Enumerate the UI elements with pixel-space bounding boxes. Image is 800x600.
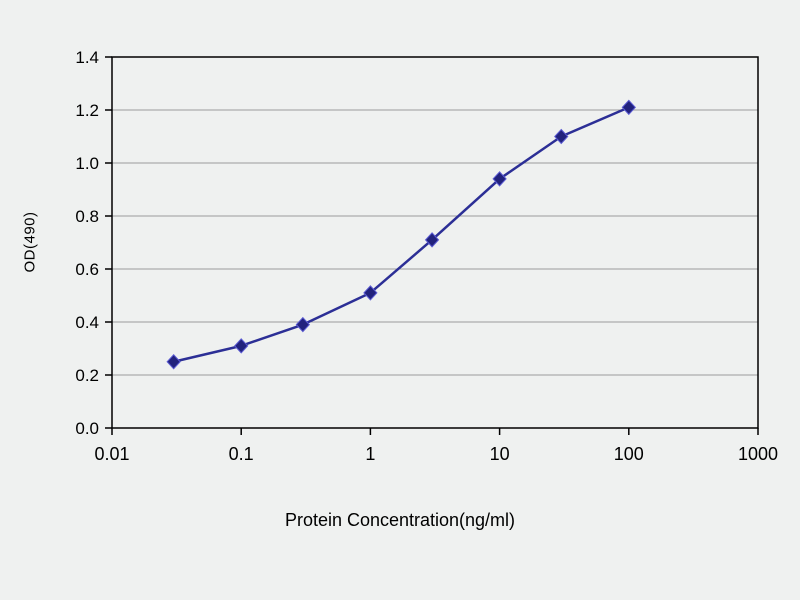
y-tick-label: 0.0 [75, 419, 99, 438]
data-point-marker [424, 232, 440, 248]
data-point-marker [166, 354, 181, 370]
x-tick-label: 0.01 [94, 444, 129, 464]
x-tick-label: 10 [490, 444, 510, 464]
data-point-marker [554, 128, 569, 145]
y-axis-title: OD(490) [21, 211, 39, 273]
y-tick-label: 0.8 [75, 207, 99, 226]
data-point-marker [234, 338, 249, 354]
y-tick-label: 1.0 [75, 154, 99, 173]
x-tick-label: 1 [365, 444, 375, 464]
y-tick-label: 1.4 [75, 48, 99, 67]
plot-border [111, 56, 759, 429]
y-tick-label: 0.6 [75, 260, 99, 279]
data-point-marker [492, 171, 507, 187]
x-tick-label: 0.1 [229, 444, 254, 464]
data-line [173, 106, 630, 363]
x-tick-label: 100 [614, 444, 644, 464]
y-tick-label: 1.2 [75, 101, 99, 120]
data-point-marker [295, 316, 311, 333]
data-point-marker [621, 99, 636, 116]
y-tick-label: 0.4 [75, 313, 99, 332]
x-axis-title: Protein Concentration(ng/ml) [284, 510, 516, 530]
data-point-marker [363, 285, 378, 301]
x-tick-label: 1000 [738, 444, 778, 464]
y-tick-label: 0.2 [75, 366, 99, 385]
